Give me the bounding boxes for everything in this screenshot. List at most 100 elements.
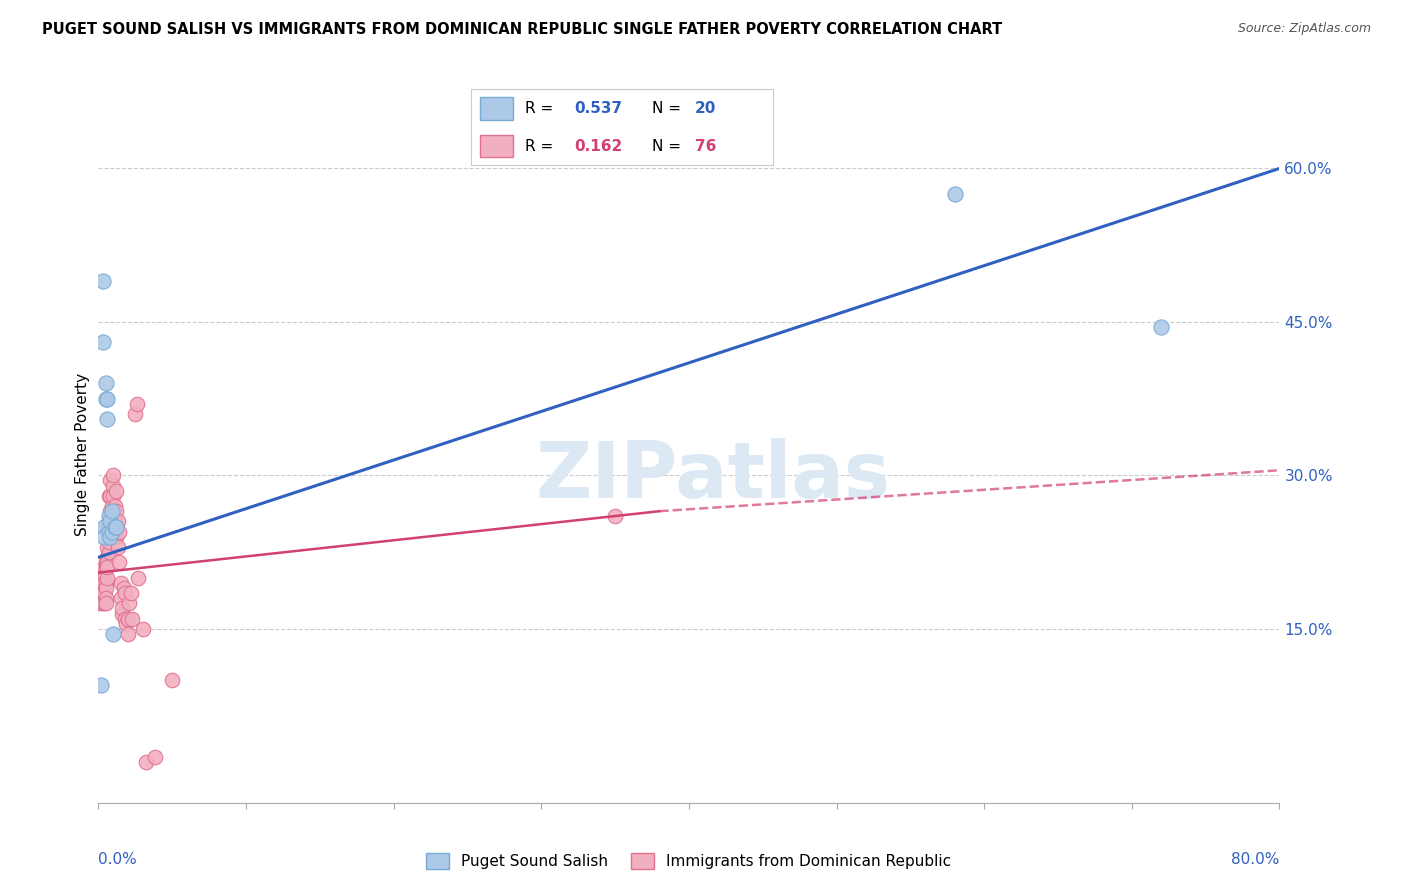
Text: PUGET SOUND SALISH VS IMMIGRANTS FROM DOMINICAN REPUBLIC SINGLE FATHER POVERTY C: PUGET SOUND SALISH VS IMMIGRANTS FROM DO… bbox=[42, 22, 1002, 37]
Point bbox=[91, 335, 114, 350]
Point bbox=[96, 550, 118, 565]
Point bbox=[100, 515, 122, 529]
Point bbox=[91, 274, 114, 288]
Point bbox=[96, 392, 118, 406]
Point bbox=[107, 540, 129, 554]
Point bbox=[97, 515, 120, 529]
Point bbox=[605, 509, 627, 524]
Text: 0.0%: 0.0% bbox=[98, 852, 138, 866]
Point bbox=[100, 524, 122, 539]
Point bbox=[111, 601, 134, 615]
Point bbox=[104, 519, 127, 533]
Point bbox=[91, 575, 114, 590]
Point bbox=[103, 478, 125, 492]
FancyBboxPatch shape bbox=[479, 97, 513, 120]
Point bbox=[104, 515, 127, 529]
Point bbox=[117, 627, 139, 641]
Point bbox=[93, 586, 115, 600]
Point bbox=[93, 530, 115, 544]
Point bbox=[89, 575, 111, 590]
Point bbox=[110, 575, 132, 590]
Point bbox=[114, 612, 136, 626]
Text: N =: N = bbox=[652, 138, 682, 153]
Point bbox=[91, 586, 114, 600]
Text: 0.537: 0.537 bbox=[574, 101, 621, 116]
Point bbox=[94, 591, 117, 606]
Point bbox=[93, 560, 115, 574]
Point bbox=[103, 509, 125, 524]
Point bbox=[91, 586, 114, 600]
Point bbox=[96, 571, 118, 585]
Point bbox=[91, 596, 114, 610]
Point bbox=[105, 483, 128, 498]
Point bbox=[98, 489, 121, 503]
Point bbox=[135, 755, 157, 769]
Point bbox=[108, 524, 131, 539]
Point bbox=[94, 575, 117, 590]
Point bbox=[90, 586, 112, 600]
Point bbox=[943, 187, 966, 202]
Point bbox=[93, 571, 115, 585]
Point bbox=[107, 515, 129, 529]
Point bbox=[125, 397, 148, 411]
Point bbox=[97, 530, 120, 544]
FancyBboxPatch shape bbox=[479, 135, 513, 158]
Point bbox=[105, 504, 128, 518]
Point bbox=[143, 749, 166, 764]
Point bbox=[97, 509, 120, 524]
Point bbox=[94, 560, 117, 574]
Point bbox=[90, 581, 112, 595]
Point bbox=[94, 581, 117, 595]
Point bbox=[108, 555, 131, 569]
Point bbox=[97, 535, 120, 549]
Point bbox=[89, 596, 111, 610]
Point bbox=[124, 407, 146, 421]
Point bbox=[117, 612, 139, 626]
Point bbox=[1150, 320, 1173, 334]
Point bbox=[97, 489, 120, 503]
Point bbox=[103, 627, 125, 641]
Point bbox=[94, 376, 117, 391]
Legend: Puget Sound Salish, Immigrants from Dominican Republic: Puget Sound Salish, Immigrants from Domi… bbox=[420, 847, 957, 875]
Point bbox=[114, 586, 136, 600]
Point bbox=[98, 519, 121, 533]
Point bbox=[115, 616, 138, 631]
Point bbox=[93, 575, 115, 590]
Point bbox=[97, 545, 120, 559]
Point bbox=[96, 555, 118, 569]
Point bbox=[96, 560, 118, 574]
Point bbox=[105, 519, 128, 533]
Point bbox=[104, 499, 127, 513]
Text: R =: R = bbox=[526, 138, 554, 153]
Point bbox=[93, 596, 115, 610]
Point bbox=[98, 515, 121, 529]
Point bbox=[120, 586, 142, 600]
Point bbox=[93, 586, 115, 600]
Point bbox=[111, 607, 134, 621]
Y-axis label: Single Father Poverty: Single Father Poverty bbox=[75, 374, 90, 536]
Point bbox=[96, 519, 118, 533]
Point bbox=[98, 504, 121, 518]
Point bbox=[97, 524, 120, 539]
Point bbox=[100, 499, 122, 513]
Point bbox=[90, 571, 112, 585]
Point bbox=[110, 591, 132, 606]
Point bbox=[93, 519, 115, 533]
Text: R =: R = bbox=[526, 101, 554, 116]
Text: ZIPatlas: ZIPatlas bbox=[536, 438, 890, 514]
Point bbox=[91, 571, 114, 585]
Point bbox=[103, 489, 125, 503]
Point bbox=[104, 519, 127, 533]
Point bbox=[98, 530, 121, 544]
Point bbox=[93, 575, 115, 590]
Point bbox=[91, 581, 114, 595]
Text: 0.162: 0.162 bbox=[574, 138, 621, 153]
Point bbox=[96, 540, 118, 554]
Point bbox=[118, 596, 141, 610]
Point bbox=[96, 412, 118, 426]
Text: N =: N = bbox=[652, 101, 682, 116]
Point bbox=[121, 612, 143, 626]
Point bbox=[100, 504, 122, 518]
Point bbox=[105, 530, 128, 544]
Point bbox=[112, 581, 135, 595]
